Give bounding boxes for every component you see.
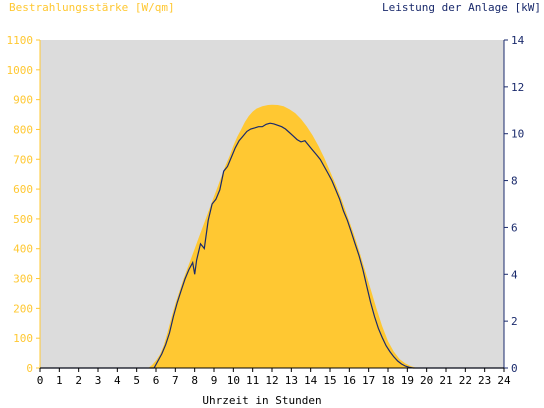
x-tick-label: 0 xyxy=(37,374,44,387)
right-tick-label: 10 xyxy=(511,128,524,141)
right-tick-label: 0 xyxy=(511,362,518,375)
x-tick-label: 1 xyxy=(56,374,63,387)
x-tick-label: 10 xyxy=(227,374,240,387)
x-tick-label: 23 xyxy=(478,374,491,387)
left-axis-label: Bestrahlungsstärke [W/qm] xyxy=(9,1,175,14)
right-tick-label: 14 xyxy=(511,34,525,47)
x-tick-label: 12 xyxy=(265,374,278,387)
left-tick-label: 900 xyxy=(13,94,33,107)
x-tick-label: 20 xyxy=(420,374,433,387)
left-tick-label: 0 xyxy=(26,362,33,375)
x-tick-label: 6 xyxy=(153,374,160,387)
left-tick-label: 700 xyxy=(13,153,33,166)
right-axis-label: Leistung der Anlage [kW] xyxy=(382,1,541,14)
left-tick-label: 500 xyxy=(13,213,33,226)
x-tick-label: 8 xyxy=(191,374,198,387)
left-tick-label: 800 xyxy=(13,123,33,136)
x-tick-label: 24 xyxy=(497,374,511,387)
x-tick-label: 16 xyxy=(343,374,356,387)
x-tick-label: 19 xyxy=(401,374,414,387)
x-tick-label: 22 xyxy=(459,374,472,387)
x-tick-label: 7 xyxy=(172,374,179,387)
left-tick-label: 1100 xyxy=(7,34,34,47)
right-tick-label: 6 xyxy=(511,221,518,234)
left-tick-label: 600 xyxy=(13,183,33,196)
right-tick-label: 4 xyxy=(511,268,518,281)
x-tick-label: 2 xyxy=(75,374,82,387)
right-tick-label: 2 xyxy=(511,315,518,328)
power-line xyxy=(40,122,504,369)
right-tick-label: 12 xyxy=(511,81,524,94)
left-tick-label: 400 xyxy=(13,243,33,256)
x-tick-label: 21 xyxy=(439,374,452,387)
x-tick-label: 3 xyxy=(95,374,102,387)
left-tick-label: 300 xyxy=(13,273,33,286)
x-tick-label: 14 xyxy=(304,374,318,387)
x-tick-label: 13 xyxy=(285,374,298,387)
x-tick-label: 18 xyxy=(381,374,394,387)
x-axis-label: Uhrzeit in Stunden xyxy=(202,394,321,407)
x-tick-label: 15 xyxy=(323,374,336,387)
right-tick-label: 8 xyxy=(511,175,518,188)
x-tick-label: 17 xyxy=(362,374,375,387)
left-tick-label: 200 xyxy=(13,302,33,315)
x-tick-label: 9 xyxy=(211,374,218,387)
x-tick-label: 11 xyxy=(246,374,259,387)
left-tick-label: 100 xyxy=(13,332,33,345)
left-tick-label: 1000 xyxy=(7,64,34,77)
x-tick-label: 5 xyxy=(133,374,140,387)
irradiance-area xyxy=(40,104,504,368)
x-tick-label: 4 xyxy=(114,374,121,387)
